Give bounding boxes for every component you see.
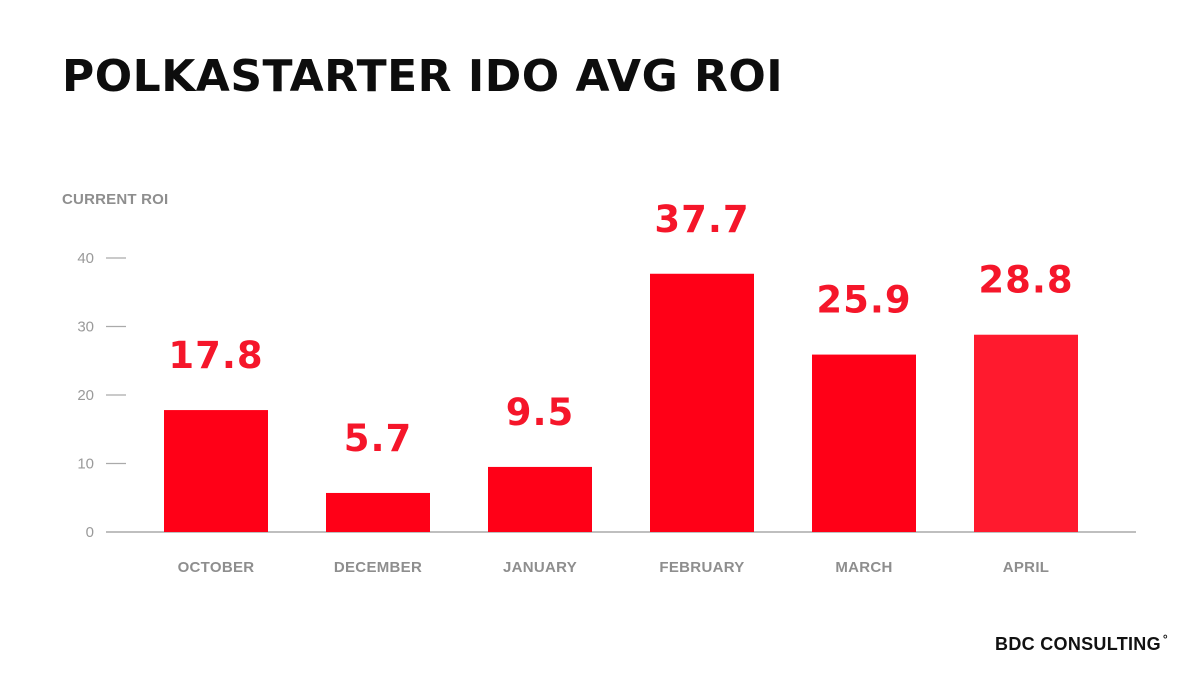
data-label: 5.7 <box>344 417 413 460</box>
data-label: 37.7 <box>654 198 749 241</box>
brand-logo: BDC CONSULTING ° <box>995 632 1168 655</box>
bar <box>812 354 916 532</box>
x-tick-label: MARCH <box>835 559 892 576</box>
y-axis-label: CURRENT ROI <box>62 191 169 208</box>
x-tick-label: DECEMBER <box>334 559 422 576</box>
x-tick-label: JANUARY <box>503 559 577 576</box>
chart-title: POLKASTARTER IDO AVG ROI <box>62 51 784 102</box>
x-tick-label: APRIL <box>1003 559 1050 576</box>
x-tick-label: OCTOBER <box>178 559 255 576</box>
y-tick-label: 30 <box>77 319 94 336</box>
x-tick-label: FEBRUARY <box>659 559 744 576</box>
bar <box>488 466 592 532</box>
y-tick-label: 10 <box>77 456 94 473</box>
data-label: 28.8 <box>978 259 1073 302</box>
y-tick-label: 0 <box>86 524 94 541</box>
bar <box>974 334 1078 532</box>
data-label: 17.8 <box>168 334 263 377</box>
bar <box>650 273 754 532</box>
brand-degree-mark: ° <box>1162 632 1168 646</box>
data-label: 25.9 <box>816 279 911 322</box>
y-tick-label: 20 <box>77 387 94 404</box>
brand-name: BDC CONSULTING <box>995 634 1161 654</box>
bar <box>164 410 268 532</box>
bar <box>326 492 430 532</box>
y-tick-label: 40 <box>77 250 94 267</box>
data-label: 9.5 <box>506 391 575 434</box>
